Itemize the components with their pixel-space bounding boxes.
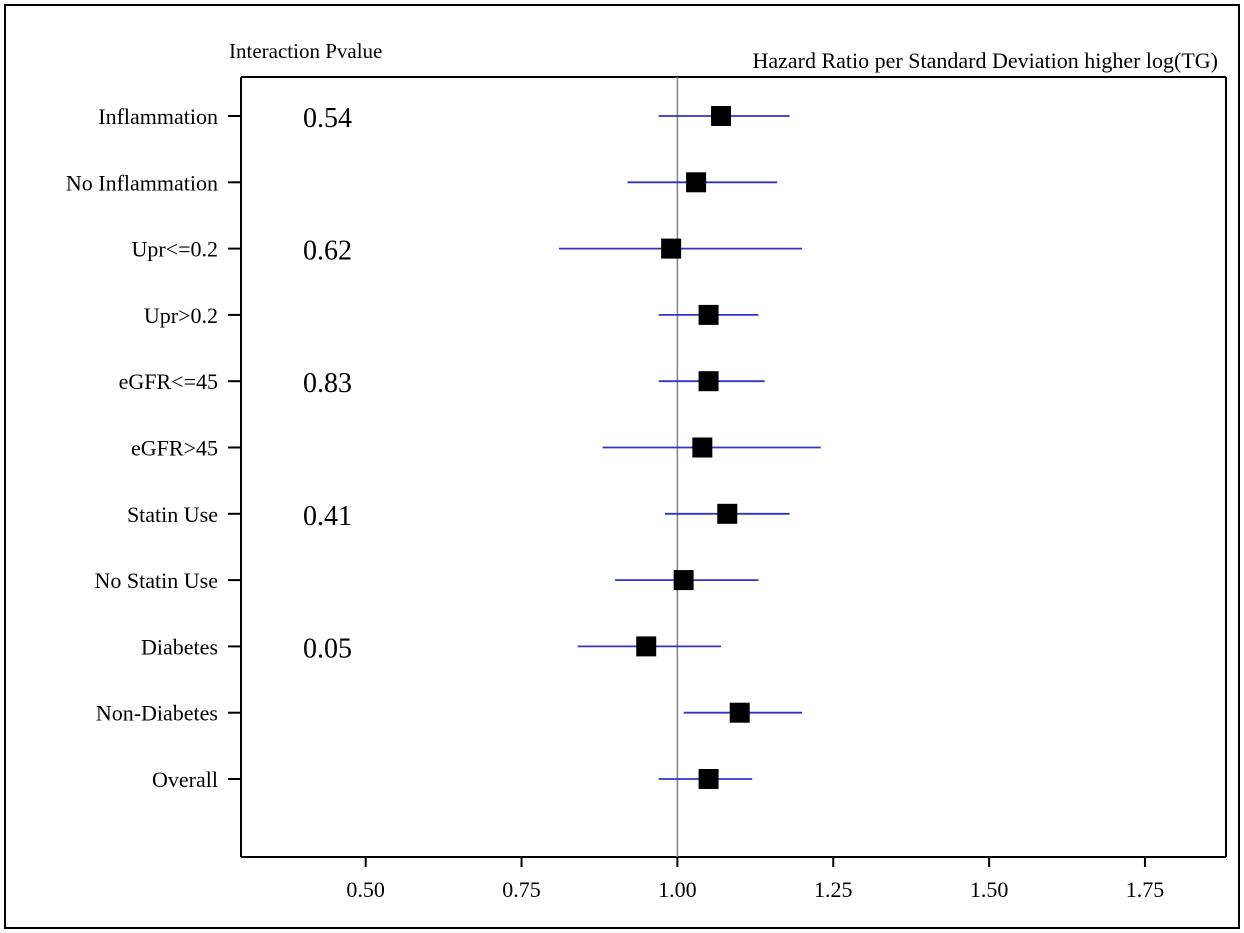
x-tick-label: 1.00 [658, 877, 697, 902]
row-label: No Inflammation [66, 170, 218, 195]
pvalue-label: 0.54 [303, 103, 352, 134]
forest-rows: Inflammation 0.54 No Inflammation Upr<=0.2 0… [66, 103, 821, 792]
xaxis-header: Hazard Ratio per Standard Deviation high… [752, 48, 1218, 73]
pvalue-header: Interaction Pvalue [229, 39, 382, 63]
hazard-ratio-marker [698, 371, 719, 392]
pvalue-label: 0.41 [303, 501, 352, 532]
x-axis-ticks: 0.50 0.75 1.00 1.25 1.50 1.75 [346, 857, 1164, 902]
forest-row: Upr>0.2 [144, 303, 759, 328]
x-tick-label: 0.75 [502, 877, 541, 902]
row-label: Overall [152, 767, 218, 792]
row-label: Upr>0.2 [144, 303, 218, 328]
row-label: Upr<=0.2 [131, 237, 218, 262]
row-label: Non-Diabetes [96, 701, 218, 726]
row-label: Inflammation [98, 104, 218, 129]
row-label: Diabetes [141, 634, 218, 659]
hazard-ratio-marker [698, 304, 719, 325]
forest-row: No Statin Use [95, 568, 759, 593]
forest-row: Overall [152, 767, 753, 792]
forest-row: No Inflammation [66, 170, 778, 195]
row-label: Statin Use [127, 502, 218, 527]
figure-frame [4, 4, 1240, 929]
x-tick-label: 1.75 [1126, 877, 1165, 902]
row-label: eGFR>45 [131, 436, 218, 461]
hazard-ratio-marker [729, 702, 750, 723]
forest-row: Statin Use 0.41 [127, 501, 790, 532]
hazard-ratio-marker [661, 238, 682, 259]
x-tick-label: 0.50 [346, 877, 385, 902]
pvalue-label: 0.62 [303, 236, 352, 267]
hazard-ratio-marker [717, 503, 738, 524]
forest-row: Upr<=0.2 0.62 [131, 236, 803, 267]
pvalue-label: 0.83 [303, 368, 352, 399]
forest-row: Diabetes 0.05 [141, 633, 722, 664]
hazard-ratio-marker [698, 769, 719, 789]
forest-row: eGFR<=45 0.83 [119, 368, 765, 399]
hazard-ratio-marker [711, 106, 732, 126]
x-tick-label: 1.25 [814, 877, 853, 902]
hazard-ratio-marker [636, 636, 657, 657]
forest-row: Non-Diabetes [96, 701, 803, 726]
hazard-ratio-marker [673, 570, 694, 591]
hazard-ratio-marker [692, 437, 713, 458]
forest-row: eGFR>45 [131, 436, 821, 461]
hazard-ratio-marker [686, 172, 707, 193]
row-label: No Statin Use [95, 568, 218, 593]
row-label: eGFR<=45 [119, 369, 218, 394]
x-tick-label: 1.50 [970, 877, 1009, 902]
forest-row: Inflammation 0.54 [98, 103, 790, 134]
pvalue-label: 0.05 [303, 633, 352, 664]
